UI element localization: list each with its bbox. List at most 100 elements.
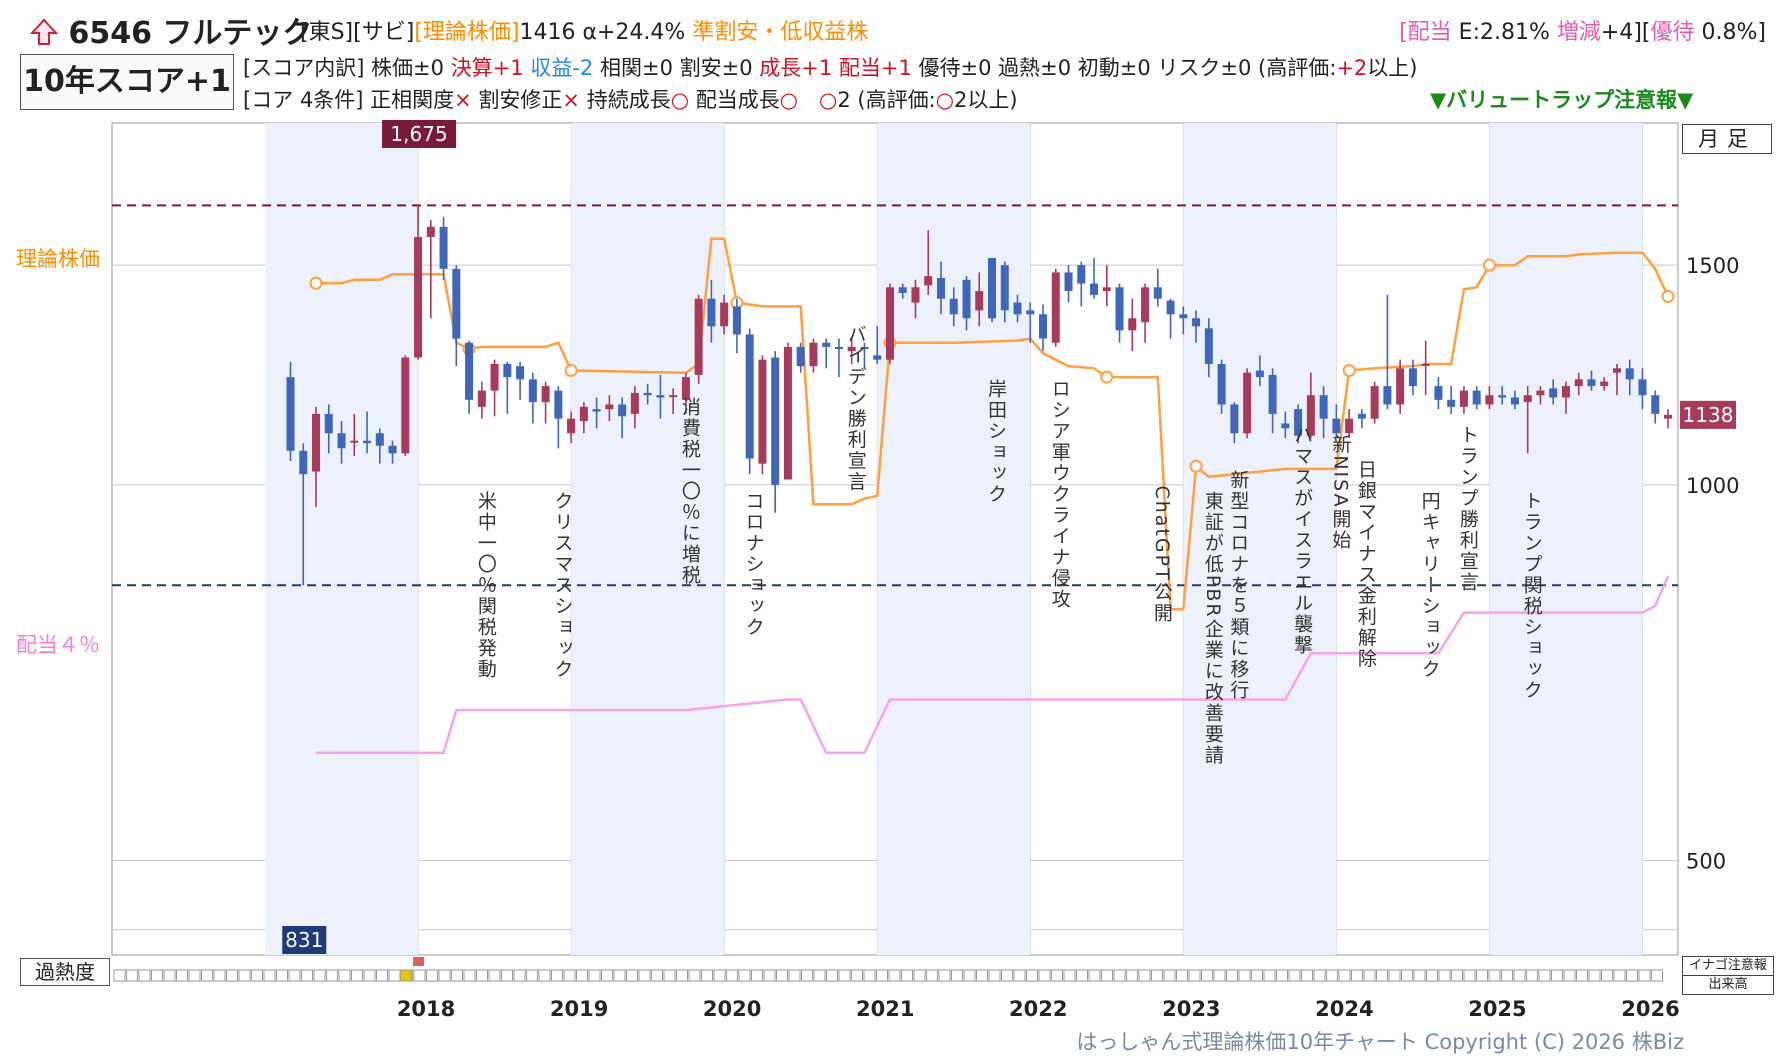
candle-body	[350, 440, 359, 443]
candle-body	[707, 298, 716, 327]
heat-cell	[1013, 969, 1026, 982]
score-segment: 以上)	[1367, 56, 1418, 80]
heat-cell	[251, 969, 263, 982]
shaded-year	[1489, 123, 1643, 955]
heat-cell	[463, 969, 476, 982]
candle-body	[363, 440, 372, 444]
heat-cell	[1188, 969, 1201, 982]
candle-body	[1013, 302, 1022, 315]
candle-body	[1192, 318, 1201, 327]
heat-cell	[501, 969, 513, 982]
candle-body	[732, 306, 741, 335]
heat-cell	[1263, 969, 1276, 982]
period-monthly-button[interactable]: 月足	[1682, 124, 1772, 154]
candle-body	[477, 390, 486, 407]
heat-cell	[213, 969, 226, 982]
heat-cell	[338, 969, 351, 982]
theory-price-axis-label: 理論株価	[16, 247, 100, 271]
heat-mark	[399, 969, 412, 982]
score-segment: ○	[935, 88, 955, 112]
candle-body	[1574, 379, 1583, 387]
heat-cell	[1476, 969, 1488, 982]
heat-cell	[1101, 969, 1113, 982]
min-price-badge-bg	[282, 926, 327, 954]
heat-cell	[1176, 969, 1188, 982]
candle-body	[1090, 283, 1099, 295]
heat-cell	[1151, 969, 1163, 982]
heat-cell	[488, 969, 501, 982]
candles	[286, 205, 1672, 586]
heat-cell	[526, 969, 538, 982]
heat-cell	[1526, 969, 1538, 982]
candle-body	[1345, 418, 1354, 434]
candle-body	[860, 346, 869, 350]
candle-body	[1217, 363, 1226, 405]
candle-body	[745, 334, 754, 459]
min-price-badge: 831	[285, 928, 323, 952]
category-label: 準割安・低収益株	[692, 20, 869, 45]
score-segment: ○	[779, 88, 799, 112]
heat-cell	[651, 969, 663, 982]
event-label: 岸田ショック	[985, 378, 1007, 504]
candle-body	[962, 279, 971, 319]
heat-cell	[1313, 969, 1326, 982]
candle-body	[1421, 363, 1430, 366]
candle-body	[1612, 368, 1621, 373]
candle-body	[414, 237, 423, 358]
candle-body	[388, 445, 397, 454]
heat-cell	[1563, 969, 1576, 982]
heat-cell	[426, 969, 438, 982]
candle-body	[1064, 272, 1073, 292]
heat-cell	[751, 969, 763, 982]
candle-body	[1651, 395, 1660, 414]
candle-body	[516, 366, 525, 380]
year-shading	[265, 123, 1643, 955]
heat-cell	[388, 969, 401, 982]
candle-body	[1319, 395, 1328, 419]
heat-cell	[563, 969, 576, 982]
candle-body	[1459, 390, 1468, 407]
candle-body	[1230, 404, 1239, 434]
heat-cell	[613, 969, 626, 982]
candle-body	[1536, 390, 1545, 396]
heat-cell	[1276, 969, 1288, 982]
candle-body	[1051, 272, 1060, 343]
x-tick-label: 2021	[856, 997, 914, 1021]
heat-cell	[1538, 969, 1551, 982]
candle-body	[1000, 265, 1009, 311]
candle-body	[554, 390, 563, 419]
score-segment: 相関±0 割安±0	[599, 56, 760, 80]
candle-body	[681, 377, 690, 400]
candle-body	[1255, 370, 1264, 378]
y-tick-label: 500	[1686, 850, 1726, 874]
heat-cell	[576, 969, 588, 982]
score-breakdown: [スコア内訳] 株価±0 決算+1 収益-2 相関±0 割安±0 成長+1 配当…	[243, 52, 1417, 82]
candle-body	[1664, 414, 1672, 419]
heat-cell	[1026, 969, 1038, 982]
score-segment: 収益-2	[530, 56, 600, 80]
stock-name: フルテック	[162, 16, 313, 51]
heat-cell	[1201, 969, 1213, 982]
dividend-4pct-line	[316, 575, 1670, 755]
score-segment: ×	[454, 88, 472, 112]
heat-cell	[1038, 969, 1051, 982]
heat-cell	[863, 969, 876, 982]
candle-body	[490, 363, 499, 391]
heat-cell	[726, 969, 738, 982]
max-price-badge: 1,675	[390, 122, 447, 146]
heat-cell	[1326, 969, 1338, 982]
heat-cell	[826, 969, 838, 982]
heat-cell	[1413, 969, 1426, 982]
heat-cell	[888, 969, 901, 982]
theory-price-label: [理論株価]	[414, 20, 520, 45]
shaded-year	[877, 123, 1031, 955]
candle-body	[847, 346, 856, 352]
candle-body	[771, 357, 780, 485]
heat-cell	[1513, 969, 1526, 982]
candle-body	[936, 277, 945, 299]
heat-cell	[913, 969, 926, 982]
copyright-text: はっしゃん式理論株価10年チャート Copyright (C) 2026 株Bi…	[1076, 1030, 1684, 1054]
score-segment: 持続成長	[580, 88, 671, 112]
score-segment: 決算+1	[450, 56, 531, 80]
candle-body	[286, 377, 295, 451]
